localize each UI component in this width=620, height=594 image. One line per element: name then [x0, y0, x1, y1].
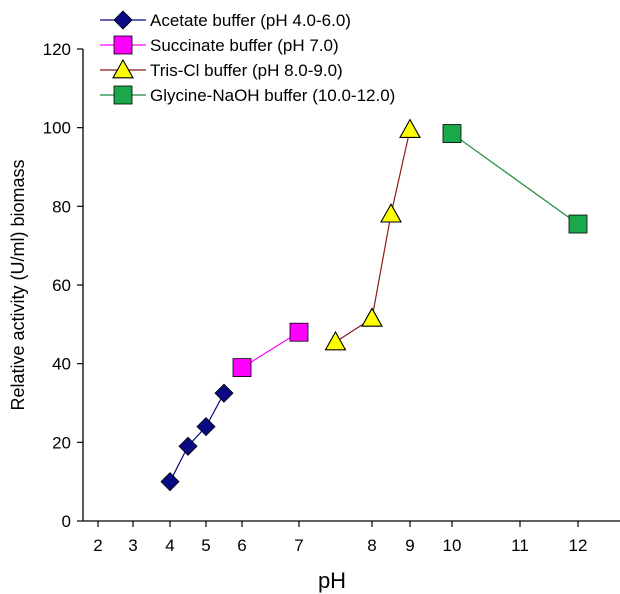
x-tick-label: 8	[367, 536, 376, 555]
series-3	[324, 118, 421, 351]
legend-label: Acetate buffer (pH 4.0-6.0)	[150, 11, 351, 30]
x-tick-label: 11	[511, 536, 529, 555]
y-tick-label: 60	[52, 276, 71, 295]
series-2	[232, 322, 309, 378]
y-tick-label: 80	[52, 197, 71, 216]
legend: Acetate buffer (pH 4.0-6.0) Succinate buf…	[100, 10, 395, 105]
x-tick-label: 7	[294, 536, 303, 555]
legend-item: Succinate buffer (pH 7.0)	[100, 35, 339, 55]
series-line	[241, 331, 300, 369]
x-tick-label: 6	[237, 536, 246, 555]
data-point	[568, 214, 588, 234]
x-axis-label: pH	[318, 568, 346, 593]
x-tick-label: 12	[569, 536, 588, 555]
data-point	[324, 330, 347, 351]
y-tick-label: 40	[52, 355, 71, 374]
y-tick-label: 0	[62, 512, 71, 531]
x-tick-label: 10	[443, 536, 462, 555]
x-tick-label: 4	[165, 536, 174, 555]
legend-marker	[113, 10, 133, 30]
legend-label: Tris-Cl buffer (pH 8.0-9.0)	[150, 61, 343, 80]
legend-label: Succinate buffer (pH 7.0)	[150, 36, 339, 55]
series-1	[160, 383, 234, 492]
x-tick-label: 3	[128, 536, 137, 555]
legend-item: Tris-Cl buffer (pH 8.0-9.0)	[100, 58, 343, 80]
x-tick-label: 9	[405, 536, 414, 555]
data-point	[214, 383, 234, 403]
y-axis-label: Relative activity (U/ml) biomass	[8, 159, 28, 410]
data-point	[160, 472, 180, 492]
series-line	[169, 392, 225, 482]
legend-marker	[113, 35, 133, 55]
data-point	[196, 417, 216, 437]
series-layer	[160, 118, 588, 492]
data-point	[399, 118, 421, 138]
series-4	[442, 124, 588, 234]
y-tick-label: 120	[43, 40, 71, 59]
data-point	[178, 436, 198, 456]
y-tick-label: 100	[43, 119, 71, 138]
data-point	[289, 322, 309, 342]
series-line	[335, 129, 411, 343]
series-line	[451, 133, 579, 225]
data-point	[442, 124, 462, 143]
data-point	[380, 203, 402, 223]
legend-label: Glycine-NaOH buffer (10.0-12.0)	[150, 86, 395, 105]
y-tick-label: 20	[52, 433, 71, 452]
legend-marker	[112, 58, 134, 79]
data-point	[361, 307, 383, 327]
data-point	[232, 358, 252, 378]
axes: 0 20 40 60 80 100 120 2 3 4 5 6 7 8 9 10 11 12	[43, 40, 620, 555]
x-tick-label: 5	[201, 536, 210, 555]
legend-item: Glycine-NaOH buffer (10.0-12.0)	[100, 85, 395, 105]
legend-marker	[113, 85, 133, 105]
legend-item: Acetate buffer (pH 4.0-6.0)	[100, 10, 351, 30]
x-tick-label: 2	[93, 536, 102, 555]
